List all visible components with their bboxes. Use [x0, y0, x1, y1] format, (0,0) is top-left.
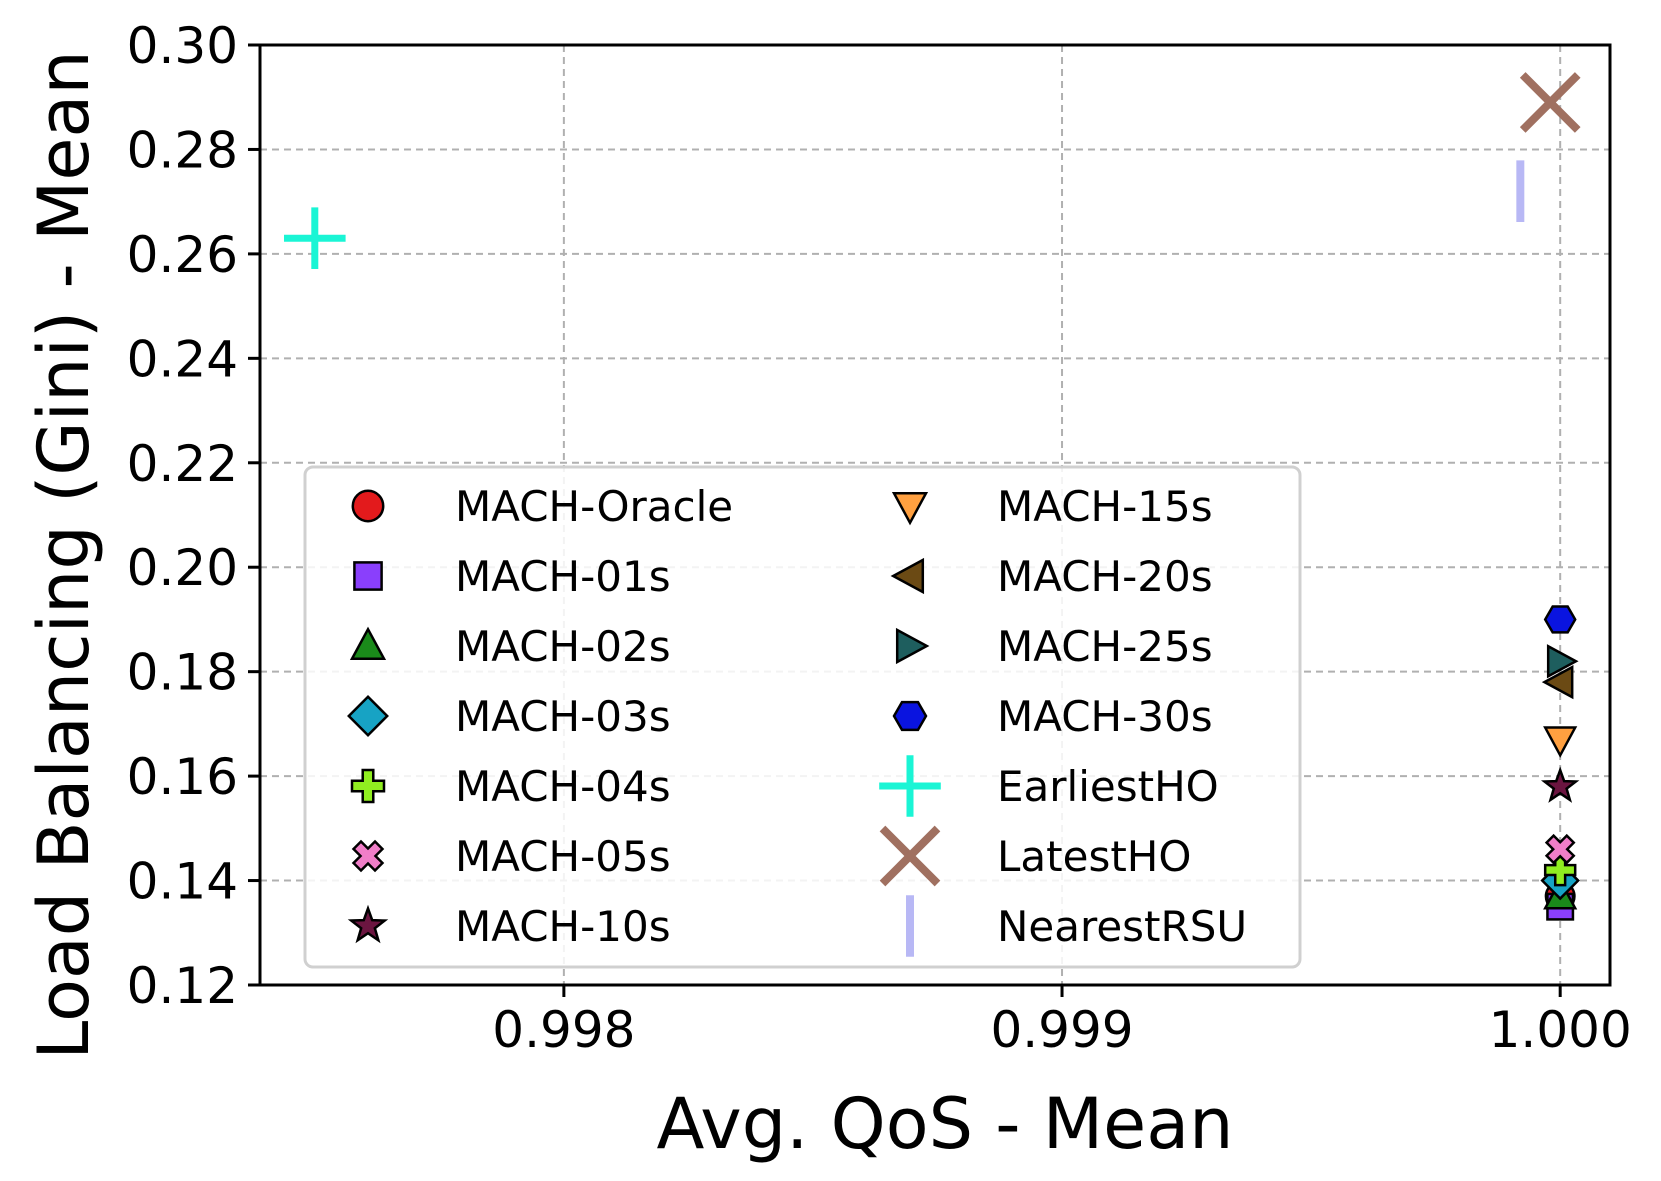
point-mach-30s: [1543, 605, 1577, 634]
legend-item-earliestho: EarliestHO: [879, 755, 1219, 817]
legend-marker: [350, 768, 386, 804]
legend-item-mach-03s: MACH-03s: [347, 692, 671, 741]
legend-item-mach-02s: MACH-02s: [349, 622, 671, 671]
point-mach-10s: [1540, 766, 1580, 803]
y-tick-label: 0.20: [127, 539, 238, 597]
legend-item-nearestrsu: NearestRSU: [906, 895, 1247, 957]
legend-item-mach-25s: MACH-25s: [895, 622, 1213, 671]
legend-item-mach-10s: MACH-10s: [347, 902, 671, 951]
legend-item-mach-oracle: MACH-Oracle: [351, 482, 733, 531]
y-tick-label: 0.26: [127, 226, 238, 284]
point-mach-04s: [1543, 853, 1577, 887]
legend-label: MACH-03s: [455, 692, 671, 741]
legend-marker: [353, 561, 383, 591]
legend-label: MACH-20s: [997, 552, 1213, 601]
y-axis-ticks: 0.12 0.14 0.16 0.18 0.20 0.22 0.24 0.26 0.28 0.30: [127, 17, 260, 1015]
x-axis-ticks: 0.998 0.999 1.000: [492, 985, 1632, 1059]
legend-marker: [891, 491, 929, 526]
legend-label: MACH-15s: [997, 482, 1213, 531]
y-tick-label: 0.14: [127, 853, 238, 911]
legend-label: MACH-01s: [455, 552, 671, 601]
legend-label: MACH-25s: [997, 622, 1213, 671]
legend-marker: [351, 839, 385, 873]
legend-label: MACH-Oracle: [455, 482, 733, 531]
y-tick-label: 0.18: [127, 644, 238, 702]
legend-label: MACH-10s: [455, 902, 671, 951]
y-tick-label: 0.24: [127, 330, 238, 388]
point-mach-20s: [1541, 665, 1574, 700]
legend-item-latestho: LatestHO: [879, 825, 1191, 887]
legend-marker: [890, 557, 925, 595]
x-axis-label: Avg. QoS - Mean: [657, 1083, 1234, 1165]
legend-marker: [351, 489, 385, 523]
point-mach-05s: [1544, 833, 1576, 865]
legend-label: NearestRSU: [997, 902, 1247, 951]
y-tick-label: 0.16: [127, 748, 238, 806]
legend-box: [303, 465, 1302, 969]
point-earliestho: [283, 207, 346, 270]
legend-marker: [347, 904, 389, 944]
legend-label: EarliestHO: [997, 762, 1219, 811]
legend-item-mach-05s: MACH-05s: [351, 832, 671, 881]
x-tick-label: 1.000: [1489, 1001, 1632, 1059]
point-latestho: [1519, 72, 1581, 133]
x-tick-label: 0.998: [492, 1001, 635, 1059]
legend-marker: [349, 626, 387, 661]
legend-label: MACH-05s: [455, 832, 671, 881]
legend: MACH-Oracle MACH-01s MACH-02s MACH-03s MACH-…: [303, 465, 1302, 969]
y-tick-label: 0.28: [127, 121, 238, 179]
legend-marker: [347, 695, 389, 737]
legend-label: MACH-02s: [455, 622, 671, 671]
legend-item-mach-30s: MACH-30s: [892, 692, 1213, 741]
legend-item-mach-20s: MACH-20s: [890, 552, 1213, 601]
data-points: [283, 72, 1581, 921]
legend-marker: [895, 627, 930, 665]
y-tick-label: 0.22: [127, 435, 238, 493]
legend-marker: [892, 700, 928, 732]
y-tick-label: 0.30: [127, 17, 238, 75]
point-mach-25s: [1546, 644, 1579, 679]
x-tick-label: 0.999: [990, 1001, 1133, 1059]
legend-label: MACH-30s: [997, 692, 1213, 741]
y-tick-label: 0.12: [127, 957, 238, 1015]
plot-frame: [258, 43, 1612, 987]
legend-label: MACH-04s: [455, 762, 671, 811]
legend-item-mach-01s: MACH-01s: [353, 552, 671, 601]
legend-item-mach-15s: MACH-15s: [891, 482, 1213, 531]
legend-marker: [879, 825, 941, 887]
y-axis-label: Load Balancing (Gini) - Mean: [23, 50, 105, 1059]
legend-item-mach-04s: MACH-04s: [350, 762, 671, 811]
legend-marker: [879, 755, 941, 817]
point-mach-15s: [1543, 726, 1578, 758]
legend-label: LatestHO: [997, 832, 1191, 881]
